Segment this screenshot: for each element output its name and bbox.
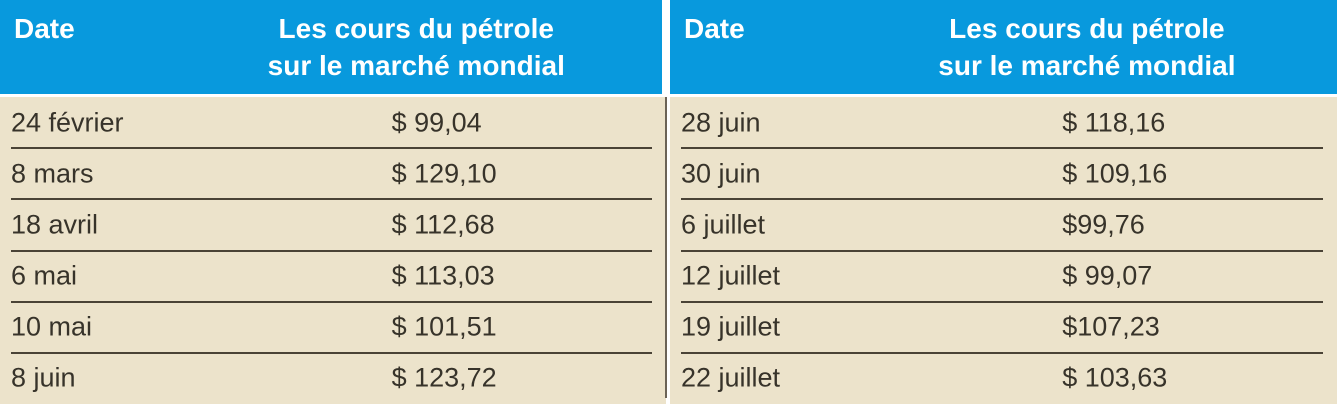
- table-header-right: Date Les cours du pétrole sur le marché …: [670, 0, 1337, 94]
- price-cell: $ 118,16: [1062, 107, 1166, 138]
- date-cell: 6 mai: [11, 260, 78, 291]
- date-cell: 6 juillet: [681, 209, 766, 240]
- price-cell: $ 99,04: [391, 107, 482, 138]
- date-cell: 18 avril: [11, 209, 99, 240]
- table-row: 8 juin $ 123,72: [0, 351, 666, 404]
- header-gap-divider: [662, 0, 667, 97]
- table-row: 8 mars $ 129,10: [0, 147, 666, 199]
- price-cell: $ 103,63: [1062, 362, 1168, 393]
- price-cell: $ 113,03: [391, 260, 495, 291]
- table-body-left: 24 février $ 99,04 8 mars $ 129,10 18 av…: [0, 97, 666, 404]
- table-row: 18 avril $ 112,68: [0, 198, 666, 250]
- date-cell: 10 mai: [11, 311, 93, 342]
- price-column-header: Les cours du pétrole sur le marché mondi…: [837, 10, 1337, 84]
- table-row: 19 juillet $107,23: [670, 300, 1337, 353]
- price-column-header-line1: Les cours du pétrole: [949, 13, 1225, 44]
- date-cell: 24 février: [11, 107, 124, 138]
- table-row: 22 juillet $ 103,63: [670, 351, 1337, 404]
- price-column-header-line2: sur le marché mondial: [267, 50, 565, 81]
- date-cell: 22 juillet: [681, 362, 781, 393]
- table-row: 6 juillet $99,76: [670, 198, 1337, 250]
- table-divider-line: [665, 97, 667, 398]
- table-row: 10 mai $ 101,51: [0, 300, 666, 353]
- table-row: 6 mai $ 113,03: [0, 249, 666, 302]
- date-column-header: Date: [684, 13, 745, 44]
- table-row: 24 février $ 99,04: [0, 97, 666, 148]
- table-body-right: 28 juin $ 118,16 30 juin $ 109,16 6 juil…: [670, 97, 1337, 404]
- table-header-left: Date Les cours du pétrole sur le marché …: [0, 0, 666, 94]
- date-cell: 8 juin: [11, 362, 76, 393]
- price-column-header-line1: Les cours du pétrole: [278, 13, 554, 44]
- price-cell: $ 123,72: [391, 362, 497, 393]
- date-cell: 8 mars: [11, 158, 94, 189]
- price-cell: $ 129,10: [391, 158, 497, 189]
- table-row: 12 juillet $ 99,07: [670, 249, 1337, 302]
- price-column-header: Les cours du pétrole sur le marché mondi…: [167, 10, 667, 84]
- date-column-header: Date: [14, 13, 75, 44]
- price-cell: $ 109,16: [1062, 158, 1168, 189]
- oil-price-table-left: Date Les cours du pétrole sur le marché …: [0, 0, 666, 404]
- price-cell: $107,23: [1062, 311, 1160, 342]
- price-cell: $ 101,51: [391, 311, 497, 342]
- date-cell: 19 juillet: [681, 311, 781, 342]
- price-cell: $99,76: [1062, 209, 1145, 240]
- oil-price-table-right: Date Les cours du pétrole sur le marché …: [670, 0, 1337, 404]
- date-cell: 12 juillet: [681, 260, 781, 291]
- table-row: 30 juin $ 109,16: [670, 147, 1337, 199]
- price-cell: $ 99,07: [1062, 260, 1153, 291]
- price-cell: $ 112,68: [391, 209, 495, 240]
- date-cell: 30 juin: [681, 158, 761, 189]
- table-row: 28 juin $ 118,16: [670, 97, 1337, 148]
- date-cell: 28 juin: [681, 107, 761, 138]
- page-right-margin: [1337, 0, 1340, 404]
- price-column-header-line2: sur le marché mondial: [938, 50, 1236, 81]
